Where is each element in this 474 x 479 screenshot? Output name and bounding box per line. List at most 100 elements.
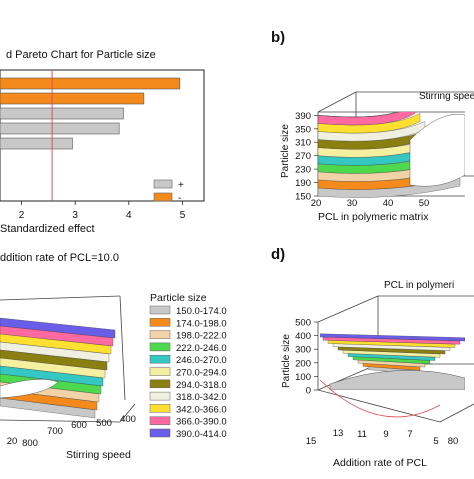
chart-c-xticks: 20 800 700 600 500 400 xyxy=(7,414,136,449)
chart-d-contour-line xyxy=(319,379,441,418)
chart-b-ylabel: Particle size xyxy=(280,124,291,178)
chart-c-surface-band xyxy=(0,365,104,387)
chart-c-legend-swatch xyxy=(149,367,171,376)
chart-b-ztick-label: 270 xyxy=(295,151,311,162)
chart-c-legend-label: 342.0-366.0 xyxy=(176,404,227,415)
chart-d-surface-band xyxy=(342,349,441,358)
chart-c-legend-swatch xyxy=(149,416,171,425)
panel-label-d: d) xyxy=(271,246,285,263)
chart-c-legend-label: 174.0-198.0 xyxy=(176,318,227,329)
chart-a-plot-frame xyxy=(0,69,205,202)
chart-b-ztick-label: 150 xyxy=(295,192,311,203)
legend-label-minus: - xyxy=(178,193,181,204)
chart-c-legend-label: 294.0-318.0 xyxy=(176,380,227,391)
chart-d-surface-band xyxy=(362,362,421,371)
panel-c: ddition rate of PCL=10.0 Particle size 1… xyxy=(0,252,227,461)
chart-a-xtick-label: 5 xyxy=(180,210,186,221)
chart-c-surface-band xyxy=(0,325,114,347)
chart-c-xlabel: Stirring speed xyxy=(66,449,131,461)
chart-d-ztick-label: 300 xyxy=(295,345,311,356)
panel-a: d Pareto Chart for Particle size 2 3 4 5 St… xyxy=(0,49,205,235)
chart-c-legend-swatch xyxy=(149,404,171,413)
chart-c-surface-band xyxy=(0,397,96,419)
chart-a-xlabel: Standardized effect xyxy=(0,223,95,235)
chart-c-legend-label: 150.0-174.0 xyxy=(176,306,227,317)
chart-d-surface-base xyxy=(329,370,465,390)
chart-c-xtick-label: 400 xyxy=(120,414,136,425)
chart-b-surface-highlight xyxy=(409,114,465,187)
chart-c-surface-highlight xyxy=(0,379,59,399)
chart-d-surface-band xyxy=(332,343,451,351)
chart-d-xtick-label: 11 xyxy=(357,429,367,440)
chart-c-legend-label: 390.0-414.0 xyxy=(176,429,227,440)
chart-c-xtick-label: 20 xyxy=(7,436,18,447)
chart-a-bars xyxy=(0,77,181,150)
chart-d-xlabel: Addition rate of PCL xyxy=(333,457,427,469)
chart-a-bar xyxy=(0,122,120,135)
chart-b-xlabel: PCL in polymeric matrix xyxy=(318,211,429,223)
chart-d-xtick-label: 7 xyxy=(407,429,412,440)
chart-a-bar xyxy=(0,137,73,150)
chart-b-title: Stirring speed xyxy=(419,91,474,102)
chart-a-title: d Pareto Chart for Particle size xyxy=(6,49,156,61)
chart-c-legend-swatch xyxy=(149,391,171,401)
chart-b-ztick-label: 390 xyxy=(295,111,311,122)
chart-b-ztick-label: 350 xyxy=(295,124,311,135)
panel-label-b: b) xyxy=(271,29,285,46)
chart-d-surface-band xyxy=(352,356,431,364)
chart-d-zticks: 0 100 200 300 400 500 xyxy=(295,318,318,397)
chart-c-legend-swatch xyxy=(149,342,171,352)
chart-c-xtick-label: 500 xyxy=(96,418,112,429)
chart-c-legend-swatch xyxy=(149,354,171,364)
chart-b-surface-band xyxy=(318,112,411,118)
chart-c-xtick-label: 600 xyxy=(71,420,87,431)
legend-swatch-plus xyxy=(153,179,173,189)
chart-d-surface-band xyxy=(347,353,436,361)
chart-b-xtick-label: 40 xyxy=(383,198,394,209)
chart-c-legend-swatch xyxy=(149,318,171,327)
chart-d-surface-band xyxy=(337,346,446,355)
chart-a-xticks: 2 3 4 5 xyxy=(19,201,186,221)
chart-c-surface-band xyxy=(0,333,112,355)
chart-d-surface-band xyxy=(320,333,465,342)
chart-b-zticks: 150 190 230 270 310 350 390 xyxy=(295,111,318,203)
chart-a-bar xyxy=(0,107,124,120)
chart-c-xtick-label: 800 xyxy=(22,438,38,449)
legend-swatch-minus xyxy=(153,192,173,202)
chart-b-surface xyxy=(318,112,465,198)
chart-c-legend-label: 222.0-246.0 xyxy=(176,343,227,354)
chart-c-legend-label: 246.0-270.0 xyxy=(176,355,227,366)
chart-c-xtick-label: 700 xyxy=(47,426,63,437)
chart-c-legend-label: 270.0-294.0 xyxy=(176,368,227,379)
chart-d-ztick-label: 0 xyxy=(306,386,311,397)
chart-b-ztick-label: 230 xyxy=(295,165,311,176)
chart-d-xtick-label: 80 xyxy=(448,436,459,447)
chart-c-legend-label: 198.0-222.0 xyxy=(176,331,227,342)
chart-d-ztick-label: 200 xyxy=(295,358,311,369)
chart-d-ztick-label: 500 xyxy=(295,318,311,329)
chart-b-xtick-label: 20 xyxy=(311,198,322,209)
chart-c-surface-band xyxy=(0,349,108,371)
chart-b-xtick-label: 30 xyxy=(347,198,358,209)
chart-d-xtick-label: 13 xyxy=(333,428,344,439)
chart-c-legend-title: Particle size xyxy=(150,292,207,304)
chart-c-surface xyxy=(0,317,116,419)
chart-c-surface-band xyxy=(0,357,106,379)
chart-c-surface-band xyxy=(0,317,116,339)
chart-c-legend-swatch xyxy=(149,330,171,339)
chart-a-bar xyxy=(0,77,181,90)
chart-c-title: ddition rate of PCL=10.0 xyxy=(0,252,119,264)
chart-b-xtick-label: 50 xyxy=(419,198,430,209)
chart-a-xtick-label: 3 xyxy=(72,210,78,221)
chart-c-surface-band xyxy=(0,341,110,363)
chart-c-legend-label: 318.0-342.0 xyxy=(176,392,227,403)
chart-d-ylabel: Particle size xyxy=(281,334,292,388)
chart-d-surface-band xyxy=(357,359,426,368)
chart-c-legend-swatch xyxy=(149,305,171,315)
panel-b: b) Stirring speed 150190230270310350390 … xyxy=(271,29,474,223)
chart-a-xtick-label: 2 xyxy=(19,210,25,221)
chart-d-title: PCL in polymeri xyxy=(384,280,454,291)
chart-d-ztick-label: 100 xyxy=(295,372,311,383)
